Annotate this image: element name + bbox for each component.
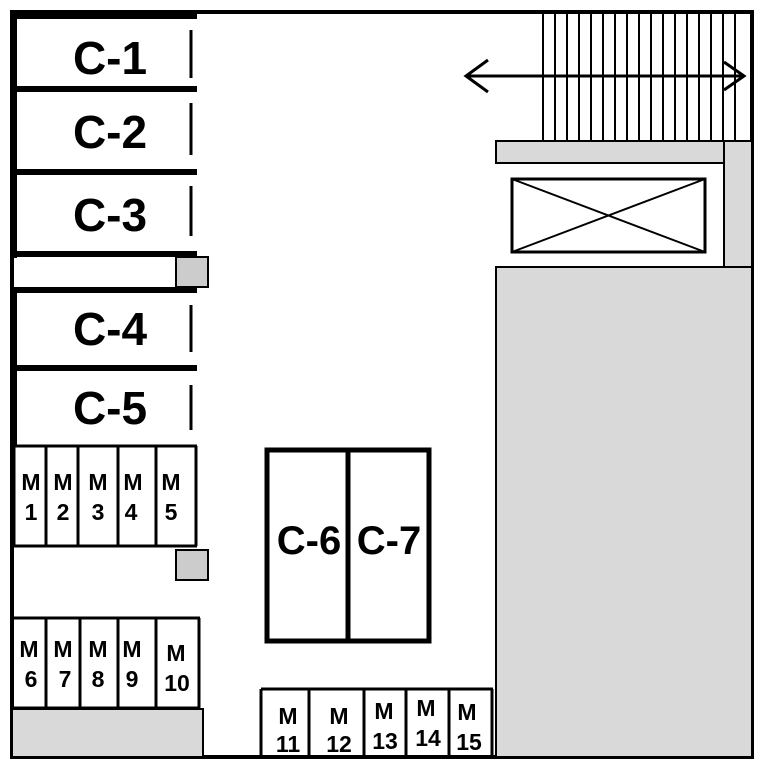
moto-label-number: 11	[276, 731, 301, 757]
moto-space-m15: M 15	[456, 699, 482, 755]
moto-label-top: M	[457, 699, 476, 725]
moto-space-m5: M 5	[161, 469, 180, 525]
moto-label-top: M	[53, 469, 72, 495]
moto-label-top: M	[122, 636, 141, 662]
pillar	[175, 256, 209, 288]
moto-label-top: M	[53, 636, 72, 662]
car-space-c3: C-3	[14, 186, 197, 257]
elevator-shaft	[510, 177, 707, 254]
moto-label-top: M	[19, 636, 38, 662]
car-space-label: C-2	[73, 106, 147, 158]
car-space-c2: C-2	[14, 103, 197, 175]
car-space-label: C-4	[73, 303, 148, 355]
moto-label-number: 6	[25, 666, 38, 692]
pillar	[175, 549, 209, 581]
moto-space-m3: M 3	[88, 469, 107, 525]
moto-space-m7: M 7	[53, 636, 72, 692]
moto-label-number: 3	[92, 499, 105, 525]
car-space-label: C-3	[73, 189, 147, 241]
moto-space-m9: M 9	[122, 636, 141, 692]
moto-space-m6: M 6	[19, 636, 38, 692]
moto-label-number: 9	[126, 666, 139, 692]
moto-label-top: M	[374, 698, 393, 724]
moto-row-3	[259, 687, 494, 757]
bottom-left-block	[11, 708, 204, 758]
moto-label-number: 2	[57, 499, 70, 525]
building-block	[495, 266, 753, 758]
moto-space-m8: M 8	[88, 636, 107, 692]
moto-space-m2: M 2	[53, 469, 72, 525]
moto-space-m11: M 11	[276, 703, 301, 757]
moto-label-number: 10	[164, 670, 190, 696]
moto-label-number: 8	[92, 666, 105, 692]
car-space-c1: C-1	[14, 13, 197, 92]
moto-label-top: M	[166, 640, 185, 666]
moto-label-top: M	[21, 469, 40, 495]
building-core	[495, 140, 753, 758]
moto-space-m12: M 12	[326, 703, 352, 757]
moto-row-1	[12, 444, 198, 548]
moto-label-number: 14	[415, 725, 441, 751]
moto-label-number: 7	[59, 666, 72, 692]
car-space-label: C-5	[73, 382, 147, 434]
moto-label-top: M	[416, 695, 435, 721]
moto-space-m4: M 4	[123, 469, 142, 525]
moto-space-m1: M 1	[21, 469, 40, 525]
car-space-c6-c7-block	[264, 447, 432, 644]
moto-space-m10: M 10	[164, 640, 190, 696]
moto-label-number: 4	[125, 499, 138, 525]
moto-label-number: 1	[25, 499, 38, 525]
car-space-c7: C-7	[357, 519, 421, 563]
car-space-label: C-1	[73, 32, 147, 84]
moto-label-top: M	[278, 703, 297, 729]
moto-label-top: M	[329, 703, 348, 729]
moto-label-number: 12	[326, 731, 352, 757]
moto-space-m13: M 13	[372, 698, 398, 754]
moto-label-number: 5	[165, 499, 178, 525]
moto-label-number: 15	[456, 729, 482, 755]
two-way-arrow-icon	[463, 58, 747, 94]
moto-label-top: M	[123, 469, 142, 495]
car-space-c5: C-5	[73, 382, 193, 434]
moto-label-number: 13	[372, 728, 398, 754]
moto-label-top: M	[88, 636, 107, 662]
car-space-c4: C-4	[11, 287, 197, 445]
moto-label-top: M	[161, 469, 180, 495]
car-space-c6: C-6	[277, 519, 341, 563]
moto-label-top: M	[88, 469, 107, 495]
moto-space-m14: M 14	[415, 695, 441, 751]
